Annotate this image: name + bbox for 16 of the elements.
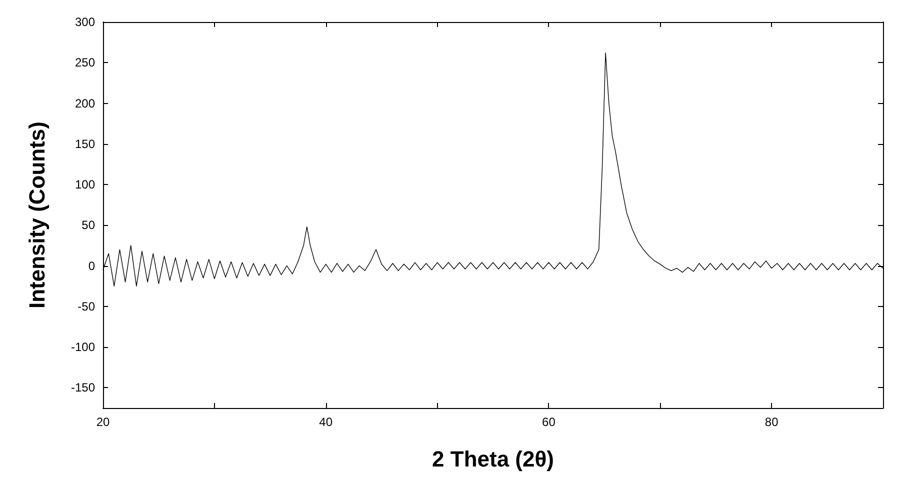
y-tick-label: 100 [74,178,96,192]
x-tick-label: 60 [542,415,556,429]
x-tick-label: 80 [764,415,779,429]
y-tick-label: 250 [74,56,96,70]
y-tick-label: -100 [70,340,96,354]
y-tick-label: 50 [82,218,96,232]
y-tick-label: -50 [78,299,96,314]
x-axis-title: 2 Theta (2θ) [432,446,554,472]
y-tick-label: -150 [70,380,96,395]
y-tick-label: 300 [74,15,96,29]
x-tick-label: 20 [96,415,110,429]
y-tick-label: 0 [88,258,96,273]
y-axis-title: Intensity (Counts) [24,122,50,308]
x-tick-label: 40 [319,415,333,429]
y-tick-label: 150 [74,136,96,151]
y-tick-label: 200 [74,96,96,110]
